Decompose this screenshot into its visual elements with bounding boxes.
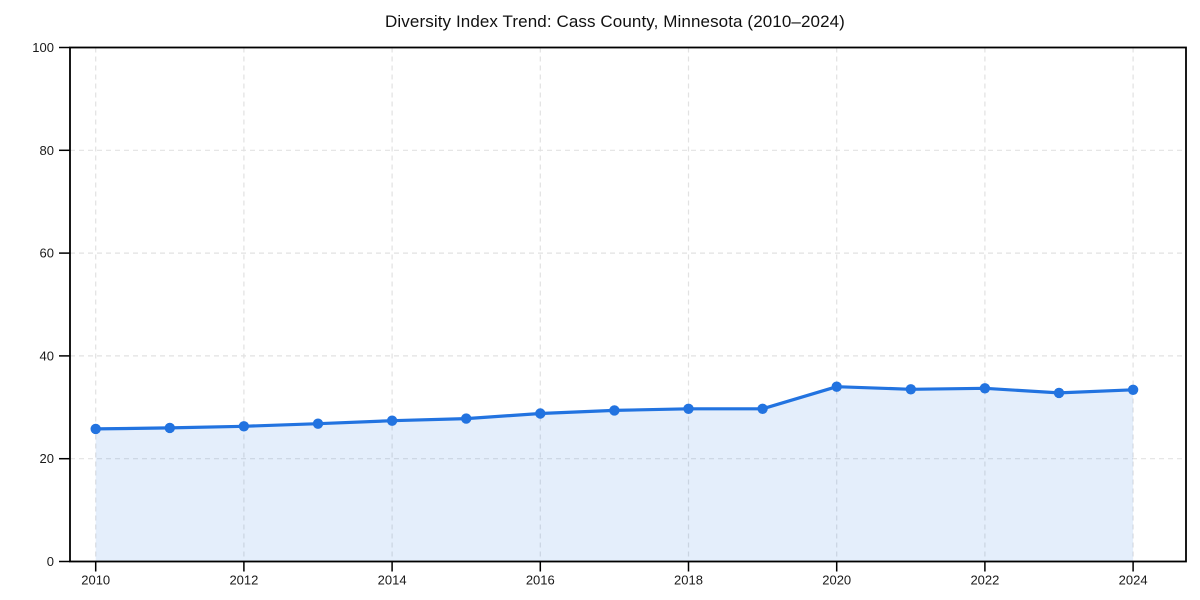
x-tick-label: 2022 xyxy=(970,573,999,588)
data-point xyxy=(386,415,398,426)
y-tick-label: 0 xyxy=(47,554,54,569)
x-tick-label: 2012 xyxy=(229,573,258,588)
data-point xyxy=(979,383,991,394)
data-point xyxy=(609,405,620,416)
data-point xyxy=(1127,384,1139,395)
data-point xyxy=(164,422,175,434)
data-point xyxy=(461,413,472,424)
x-tick-label: 2014 xyxy=(378,573,407,588)
data-point xyxy=(535,408,546,419)
data-point xyxy=(757,403,768,414)
x-tick-label: 2010 xyxy=(81,573,110,588)
data-point xyxy=(238,421,250,432)
plot-border xyxy=(69,46,1187,563)
data-point xyxy=(683,403,694,414)
data-point xyxy=(1053,387,1065,399)
data-point xyxy=(90,423,101,435)
y-tick-label: 80 xyxy=(40,143,54,158)
x-tick-label: 2016 xyxy=(526,573,555,588)
data-point xyxy=(312,418,324,429)
area-fill xyxy=(95,386,1134,562)
x-tick-label: 2020 xyxy=(822,573,851,588)
chart-title: Diversity Index Trend: Cass County, Minn… xyxy=(385,12,845,31)
y-tick-label: 100 xyxy=(32,40,54,55)
data-point xyxy=(905,384,916,395)
x-tick-label: 2024 xyxy=(1119,573,1148,588)
y-tick-label: 40 xyxy=(40,348,54,363)
y-tick-label: 60 xyxy=(40,246,54,261)
data-point xyxy=(831,381,842,392)
x-tick-label: 2018 xyxy=(674,573,703,588)
y-tick-label: 20 xyxy=(40,451,54,466)
